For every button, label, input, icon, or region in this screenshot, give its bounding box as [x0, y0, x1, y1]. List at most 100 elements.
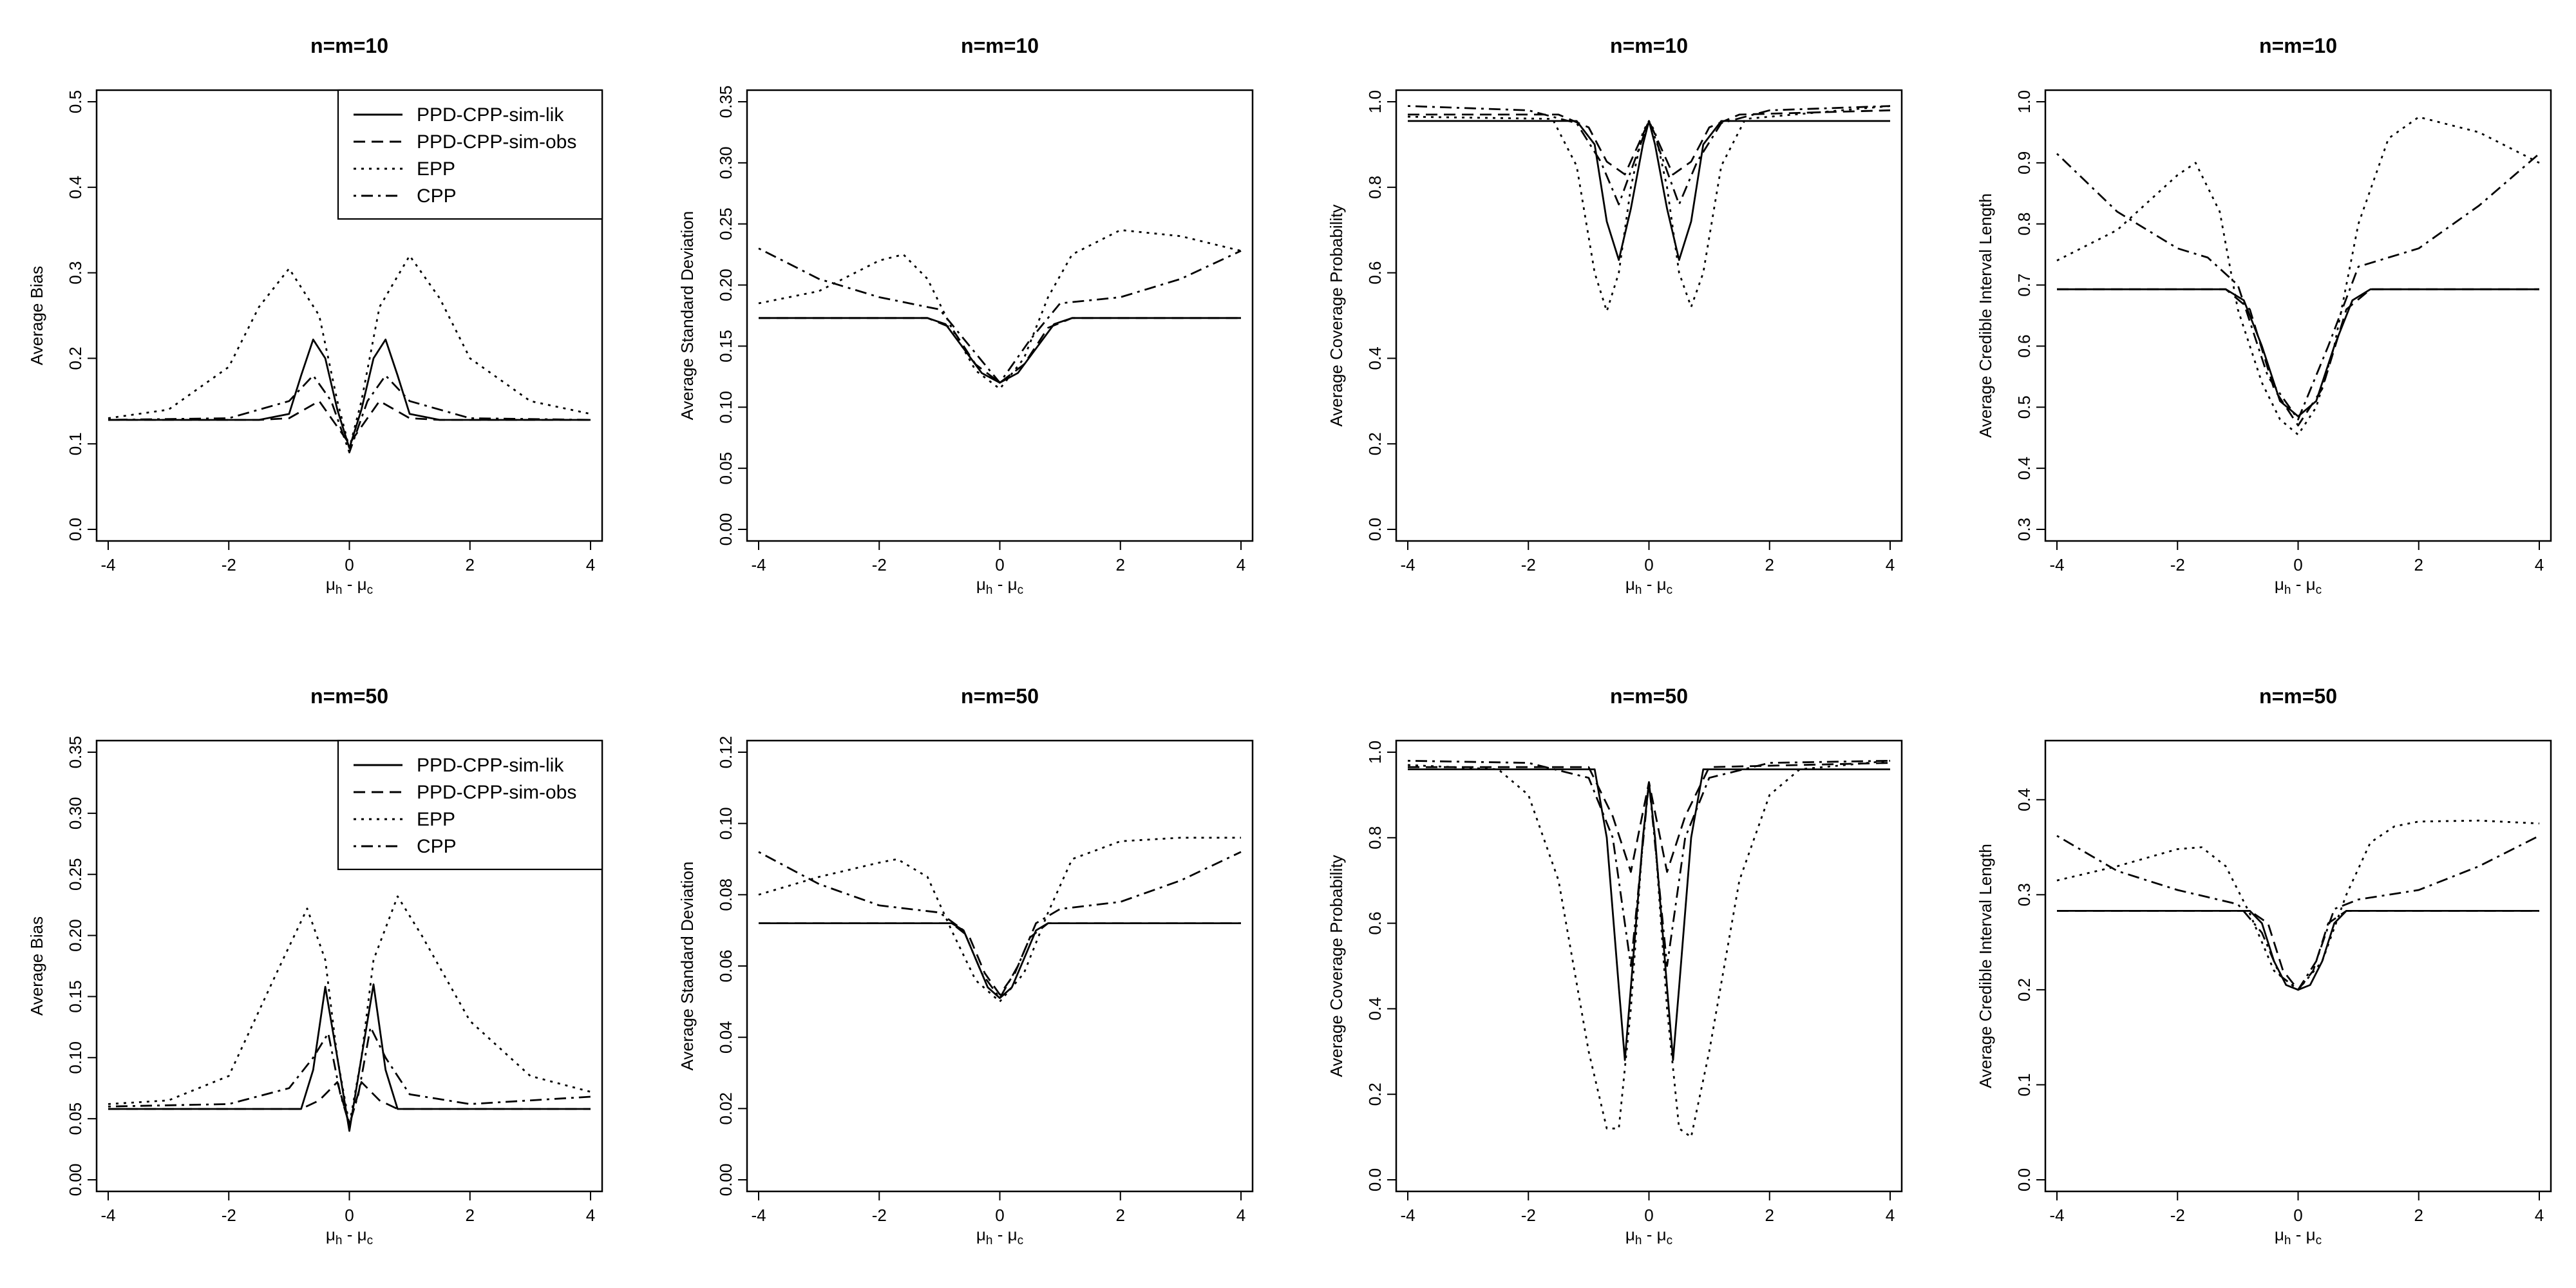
x-tick-label: 2 [1116, 1206, 1125, 1225]
x-tick-label: -2 [872, 555, 887, 574]
legend-label: EPP [417, 158, 455, 180]
x-axis-label: μh​ - μc​ [1625, 574, 1672, 597]
y-tick-label: 0.15 [716, 330, 735, 363]
y-tick-label: 0.6 [1365, 912, 1385, 935]
x-tick-label: 0 [2293, 555, 2302, 574]
series-line-solid [108, 338, 591, 450]
x-tick-label: 0 [345, 555, 354, 574]
x-tick-label: -4 [1400, 555, 1415, 574]
series-line-dotdash [108, 1026, 591, 1126]
legend: PPD-CPP-sim-lik PPD-CPP-sim-obs EPP CPP [337, 739, 603, 871]
y-tick-label: 0.7 [2014, 273, 2034, 296]
series-line-dashed [108, 1081, 591, 1126]
y-tick-label: 0.2 [66, 346, 85, 370]
y-tick-label: 0.2 [1365, 432, 1385, 455]
x-tick-label: 2 [2414, 1206, 2423, 1225]
y-axis-label: Average Credible Interval Length [1976, 844, 1995, 1088]
y-tick-label: 0.0 [2014, 1168, 2034, 1191]
panel-title: n=m=50 [961, 685, 1039, 708]
plot-frame [1395, 89, 1903, 542]
x-tick-label: 0 [2293, 1206, 2302, 1225]
x-tick-label: 0 [995, 1206, 1004, 1225]
panel-title: n=m=50 [1610, 685, 1688, 708]
y-axis-label: Average Credible Interval Length [1976, 193, 1995, 438]
legend-label: CPP [417, 836, 457, 857]
y-tick-label: 0.5 [66, 90, 85, 113]
panel-title: n=m=50 [310, 685, 388, 708]
x-tick-label: 0 [1644, 1206, 1653, 1225]
y-tick-label: 0.0 [66, 518, 85, 541]
series-line-dashed [2057, 910, 2539, 991]
panel-title: n=m=50 [2259, 685, 2337, 708]
y-tick-label: 0.2 [1365, 1083, 1385, 1106]
x-tick-label: 2 [1765, 1206, 1774, 1225]
y-tick-label: 0.4 [66, 176, 85, 199]
series-line-dashed [108, 400, 591, 445]
series-line-dotdash [758, 851, 1242, 999]
panel-2: n=m=10 -4 -2 0 2 4 0.00 0.05 0.10 0.15 0.20 0.25 0.3… [677, 34, 1254, 597]
y-tick-label: 0.1 [66, 432, 85, 455]
plot-frame [2044, 739, 2552, 1193]
y-tick-label: 0.8 [1365, 826, 1385, 849]
legend-label: PPD-CPP-sim-lik [417, 104, 564, 126]
series-line-dashed [759, 922, 1241, 996]
y-axis-label: Average Bias [27, 916, 46, 1016]
y-tick-label: 0.8 [1365, 176, 1385, 199]
y-tick-label: 0.2 [2014, 978, 2034, 1001]
series-line-dotted [2056, 819, 2540, 991]
panel-8: n=m=50 -4 -2 0 2 4 0.0 0.1 0.2 0.3 0.4 Average Cred… [1976, 685, 2552, 1247]
x-tick-label: 4 [586, 555, 595, 574]
x-tick-label: -4 [100, 555, 115, 574]
y-tick-label: 0.10 [716, 807, 735, 840]
y-axis-label: Average Standard Deviation [677, 211, 697, 421]
panel-title: n=m=10 [2259, 34, 2337, 57]
y-tick-label: 0.00 [716, 1164, 735, 1197]
series-line-dotted [2056, 116, 2540, 436]
y-tick-label: 0.15 [66, 980, 85, 1013]
y-tick-label: 0.3 [2014, 883, 2034, 906]
x-axis-label: μh​ - μc​ [976, 1225, 1023, 1247]
y-tick-label: 0.4 [1365, 997, 1385, 1020]
series-line-dotted [758, 229, 1242, 390]
x-axis-label: μh​ - μc​ [326, 574, 373, 597]
legend-label: EPP [417, 809, 455, 830]
series-line-dotdash [1407, 759, 1891, 967]
x-tick-label: 0 [995, 555, 1004, 574]
x-tick-label: 4 [1886, 555, 1895, 574]
x-tick-label: -2 [2170, 555, 2185, 574]
panel-5: n=m=50 -4 -2 0 2 4 0.00 0.05 0.10 0.15 0.20 0.25 0.3… [27, 685, 603, 1247]
y-tick-label: 0.8 [2014, 213, 2034, 236]
x-axis-label: μh​ - μc​ [2275, 1225, 2322, 1247]
series-line-dashed [1408, 762, 1891, 873]
x-tick-label: -4 [751, 555, 766, 574]
y-tick-label: 0.12 [716, 736, 735, 769]
panel-3: n=m=10 -4 -2 0 2 4 0.0 0.2 0.4 0.6 0.8 1.0 Average C… [1327, 34, 1903, 597]
y-tick-label: 0.9 [2014, 151, 2034, 175]
x-tick-label: 2 [1765, 555, 1774, 574]
panel-4: n=m=10 -4 -2 0 2 4 0.3 0.4 0.5 0.6 0.7 0.8 0.9 1.0 Ave… [1976, 34, 2552, 597]
y-tick-label: 0.0 [1365, 1168, 1385, 1191]
y-tick-label: 0.6 [1365, 261, 1385, 285]
series-line-dotdash [108, 374, 591, 453]
x-axis-label: μh​ - μc​ [976, 574, 1023, 597]
legend-box [337, 739, 603, 871]
y-tick-label: 0.25 [716, 207, 735, 240]
legend-label: PPD-CPP-sim-obs [417, 782, 576, 803]
x-tick-label: 2 [466, 555, 475, 574]
y-tick-label: 1.0 [1365, 90, 1385, 113]
y-tick-label: 0.30 [716, 147, 735, 180]
y-tick-label: 0.10 [66, 1041, 85, 1074]
series-line-dotted [108, 895, 591, 1126]
y-tick-label: 0.4 [2014, 457, 2034, 480]
x-tick-label: 2 [466, 1206, 475, 1225]
y-tick-label: 0.0 [1365, 518, 1385, 541]
x-tick-label: 4 [1236, 555, 1245, 574]
y-axis-label: Average Coverage Probability [1327, 205, 1346, 427]
series-line-solid [1408, 120, 1890, 261]
y-tick-label: 0.20 [716, 269, 735, 301]
y-tick-label: 0.20 [66, 919, 85, 952]
y-tick-label: 0.06 [716, 950, 735, 983]
series-line-solid [759, 922, 1241, 999]
series-line-solid [108, 983, 591, 1132]
